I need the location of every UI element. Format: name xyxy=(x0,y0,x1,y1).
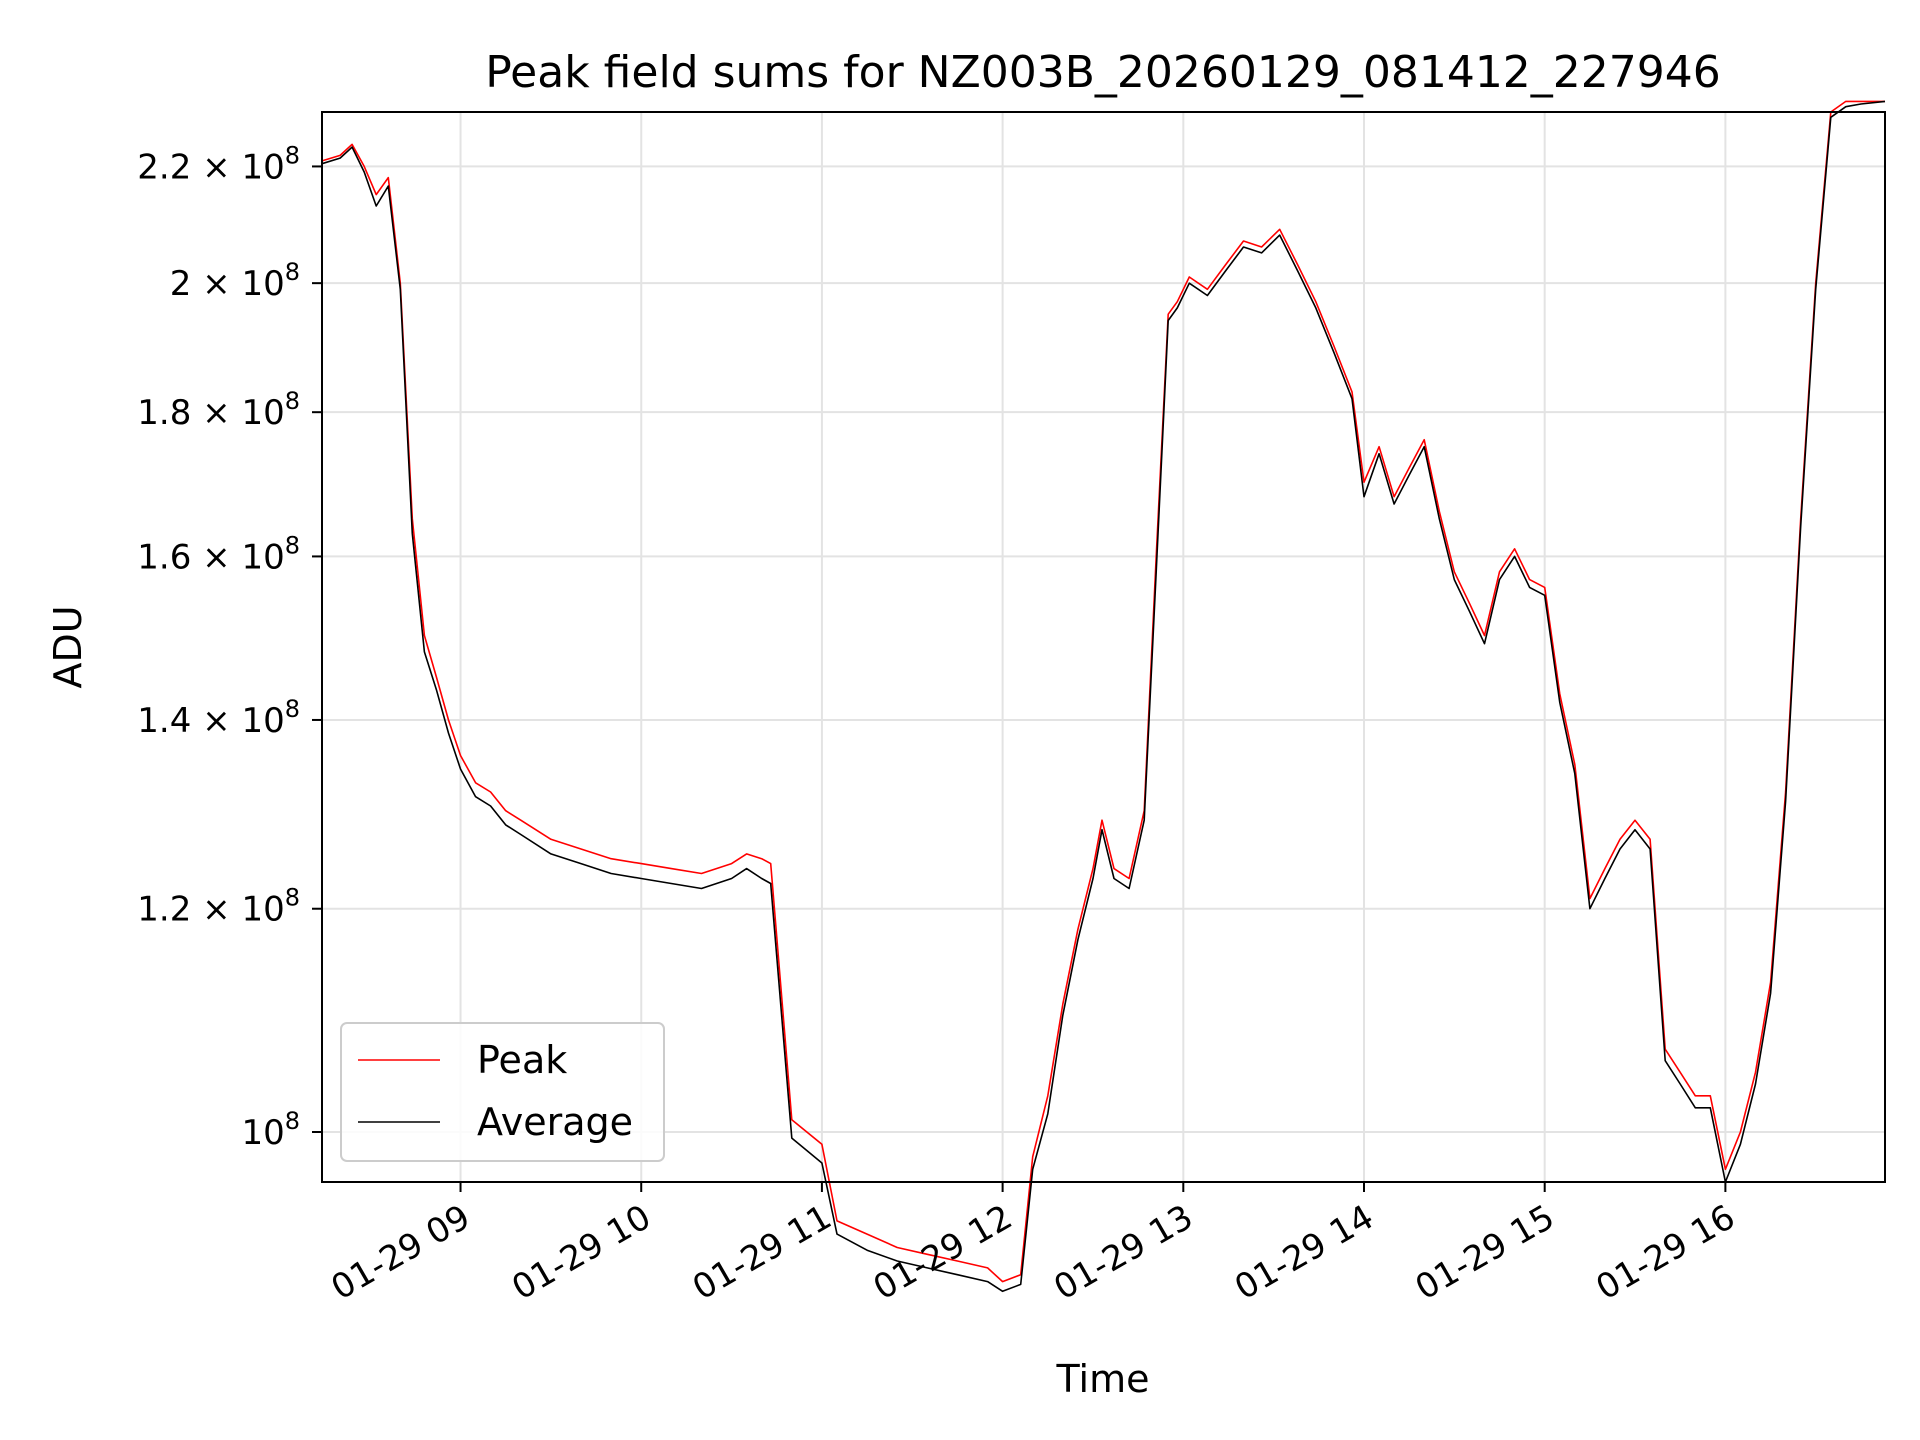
y-tick-label: 1.8 × 108 xyxy=(137,387,300,433)
y-tick-label: 108 xyxy=(241,1107,300,1153)
x-axis-label: Time xyxy=(1056,1357,1150,1401)
legend-label-average: Average xyxy=(477,1100,633,1144)
y-axis-label: ADU xyxy=(46,605,90,688)
y-axis-ticks: 108 1.2 × 108 1.4 × 108 1.6 × 108 1.8 × 108 2… xyxy=(137,141,322,1153)
series-line-peak xyxy=(321,100,1885,1283)
legend-box xyxy=(340,1022,665,1162)
y-tick-label: 2.2 × 108 xyxy=(137,141,300,187)
chart-title: Peak field sums for NZ003B_20260129_0814… xyxy=(485,47,1721,98)
series-layer xyxy=(321,100,1886,1293)
series-line-average xyxy=(321,100,1886,1293)
legend-label-peak: Peak xyxy=(477,1038,567,1082)
y-tick-label: 2 × 108 xyxy=(170,258,300,304)
legend: Peak Average xyxy=(340,1022,665,1162)
y-tick-label: 1.2 × 108 xyxy=(137,884,300,930)
y-tick-label: 1.4 × 108 xyxy=(137,695,300,741)
y-tick-label: 1.6 × 108 xyxy=(137,531,300,577)
plot-area-frame xyxy=(321,111,1886,1183)
